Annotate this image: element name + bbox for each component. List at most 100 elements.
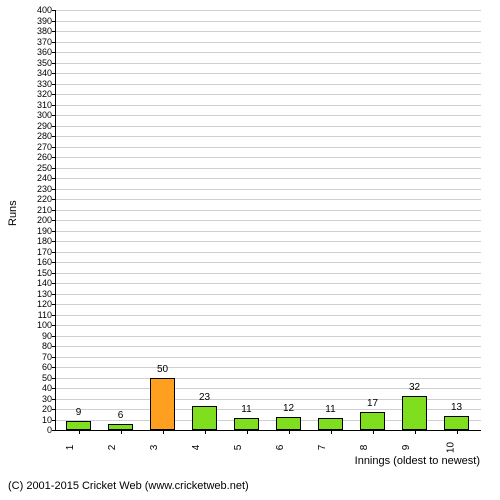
y-tick-mark xyxy=(52,241,56,242)
y-tick-mark xyxy=(52,21,56,22)
y-tick-mark xyxy=(52,252,56,253)
y-tick-label: 160 xyxy=(32,257,52,267)
bar xyxy=(318,418,343,430)
bar-value-label: 12 xyxy=(283,403,294,414)
y-tick-label: 300 xyxy=(32,110,52,120)
y-tick-mark xyxy=(52,105,56,106)
y-tick-mark xyxy=(52,357,56,358)
y-tick-label: 110 xyxy=(32,310,52,320)
y-tick-label: 320 xyxy=(32,89,52,99)
bar-value-label: 11 xyxy=(325,404,335,415)
grid-line xyxy=(56,157,481,158)
grid-line xyxy=(56,115,481,116)
y-tick-label: 130 xyxy=(32,289,52,299)
y-tick-label: 290 xyxy=(32,121,52,131)
y-tick-mark xyxy=(52,325,56,326)
y-tick-label: 330 xyxy=(32,79,52,89)
grid-line xyxy=(56,220,481,221)
copyright-text: (C) 2001-2015 Cricket Web (www.cricketwe… xyxy=(8,480,249,492)
x-tick-mark xyxy=(373,430,374,434)
grid-line xyxy=(56,294,481,295)
y-tick-mark xyxy=(52,231,56,232)
x-tick-mark xyxy=(79,430,80,434)
y-tick-mark xyxy=(52,336,56,337)
grid-line xyxy=(56,136,481,137)
bar xyxy=(276,417,301,430)
x-tick-label: 8 xyxy=(358,445,369,451)
y-tick-label: 270 xyxy=(32,142,52,152)
y-tick-label: 100 xyxy=(32,320,52,330)
bar xyxy=(360,412,385,430)
y-tick-label: 40 xyxy=(32,383,52,393)
grid-line xyxy=(56,346,481,347)
y-tick-mark xyxy=(52,388,56,389)
grid-line xyxy=(56,10,481,11)
bar xyxy=(444,416,469,430)
bar xyxy=(192,406,217,430)
x-tick-label: 6 xyxy=(274,445,285,451)
y-tick-mark xyxy=(52,52,56,53)
y-tick-label: 340 xyxy=(32,68,52,78)
x-tick-mark xyxy=(121,430,122,434)
y-tick-mark xyxy=(52,262,56,263)
y-tick-mark xyxy=(52,147,56,148)
y-tick-label: 350 xyxy=(32,58,52,68)
y-tick-label: 80 xyxy=(32,341,52,351)
y-tick-mark xyxy=(52,94,56,95)
x-tick-mark xyxy=(331,430,332,434)
y-tick-label: 60 xyxy=(32,362,52,372)
y-tick-label: 140 xyxy=(32,278,52,288)
y-tick-mark xyxy=(52,346,56,347)
bar-value-label: 50 xyxy=(157,364,168,375)
x-tick-label: 7 xyxy=(316,445,327,451)
y-tick-mark xyxy=(52,420,56,421)
y-tick-label: 360 xyxy=(32,47,52,57)
grid-line xyxy=(56,199,481,200)
y-tick-mark xyxy=(52,189,56,190)
y-tick-label: 380 xyxy=(32,26,52,36)
y-tick-label: 220 xyxy=(32,194,52,204)
y-tick-label: 310 xyxy=(32,100,52,110)
x-axis-label: Innings (oldest to newest) xyxy=(355,455,480,467)
grid-line xyxy=(56,126,481,127)
y-tick-mark xyxy=(52,367,56,368)
y-tick-mark xyxy=(52,399,56,400)
grid-line xyxy=(56,231,481,232)
y-tick-mark xyxy=(52,199,56,200)
grid-line xyxy=(56,283,481,284)
grid-line xyxy=(56,252,481,253)
y-tick-mark xyxy=(52,273,56,274)
x-tick-mark xyxy=(457,430,458,434)
y-tick-label: 50 xyxy=(32,373,52,383)
bar-value-label: 11 xyxy=(241,404,251,415)
y-tick-label: 70 xyxy=(32,352,52,362)
grid-line xyxy=(56,63,481,64)
chart-container: 965023111211173213 Runs Innings (oldest … xyxy=(0,0,500,500)
y-tick-mark xyxy=(52,73,56,74)
y-tick-mark xyxy=(52,210,56,211)
x-tick-label: 1 xyxy=(64,445,75,451)
grid-line xyxy=(56,336,481,337)
grid-line xyxy=(56,21,481,22)
y-tick-label: 260 xyxy=(32,152,52,162)
bar xyxy=(150,378,175,431)
bar xyxy=(402,396,427,430)
grid-line xyxy=(56,241,481,242)
y-tick-mark xyxy=(52,378,56,379)
grid-line xyxy=(56,189,481,190)
y-tick-label: 230 xyxy=(32,184,52,194)
y-tick-mark xyxy=(52,304,56,305)
y-tick-mark xyxy=(52,63,56,64)
y-tick-label: 150 xyxy=(32,268,52,278)
y-tick-mark xyxy=(52,315,56,316)
x-tick-label: 4 xyxy=(190,445,201,451)
grid-line xyxy=(56,84,481,85)
y-axis-label: Runs xyxy=(7,200,19,226)
bar xyxy=(234,418,259,430)
y-tick-label: 30 xyxy=(32,394,52,404)
y-tick-mark xyxy=(52,126,56,127)
grid-line xyxy=(56,315,481,316)
bar-value-label: 6 xyxy=(118,410,124,421)
y-tick-label: 370 xyxy=(32,37,52,47)
y-tick-mark xyxy=(52,430,56,431)
